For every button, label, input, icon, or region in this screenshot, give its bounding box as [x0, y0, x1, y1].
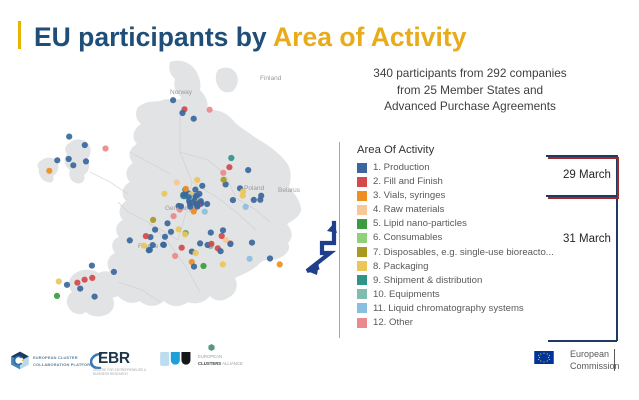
svg-text:Belarus: Belarus — [278, 187, 301, 194]
svg-text:Poland: Poland — [244, 185, 265, 192]
svg-text:Finland: Finland — [260, 75, 282, 82]
svg-text:Norway: Norway — [170, 89, 193, 96]
